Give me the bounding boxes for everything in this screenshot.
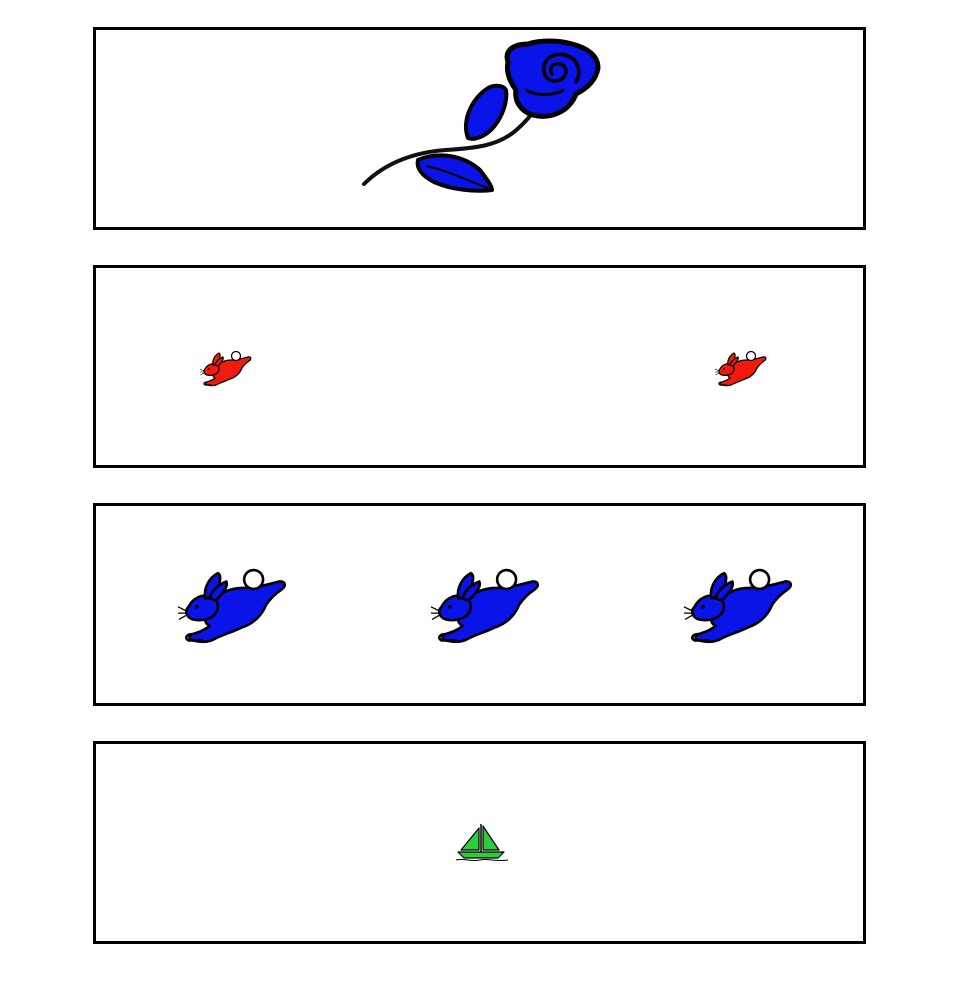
sailboat-icon: [455, 824, 509, 862]
rabbit-icon: [682, 568, 793, 644]
panel-sailboat: [93, 741, 866, 944]
rabbit-icon: [199, 350, 252, 387]
panel-large-blue-rabbits: [93, 503, 866, 706]
rabbit-icon: [176, 568, 287, 644]
rabbit-icon: [429, 568, 540, 644]
panel-small-red-rabbits: [93, 265, 866, 468]
panel-rose: [93, 27, 866, 230]
rabbit-icon: [714, 350, 767, 387]
rose-icon: [362, 38, 601, 193]
